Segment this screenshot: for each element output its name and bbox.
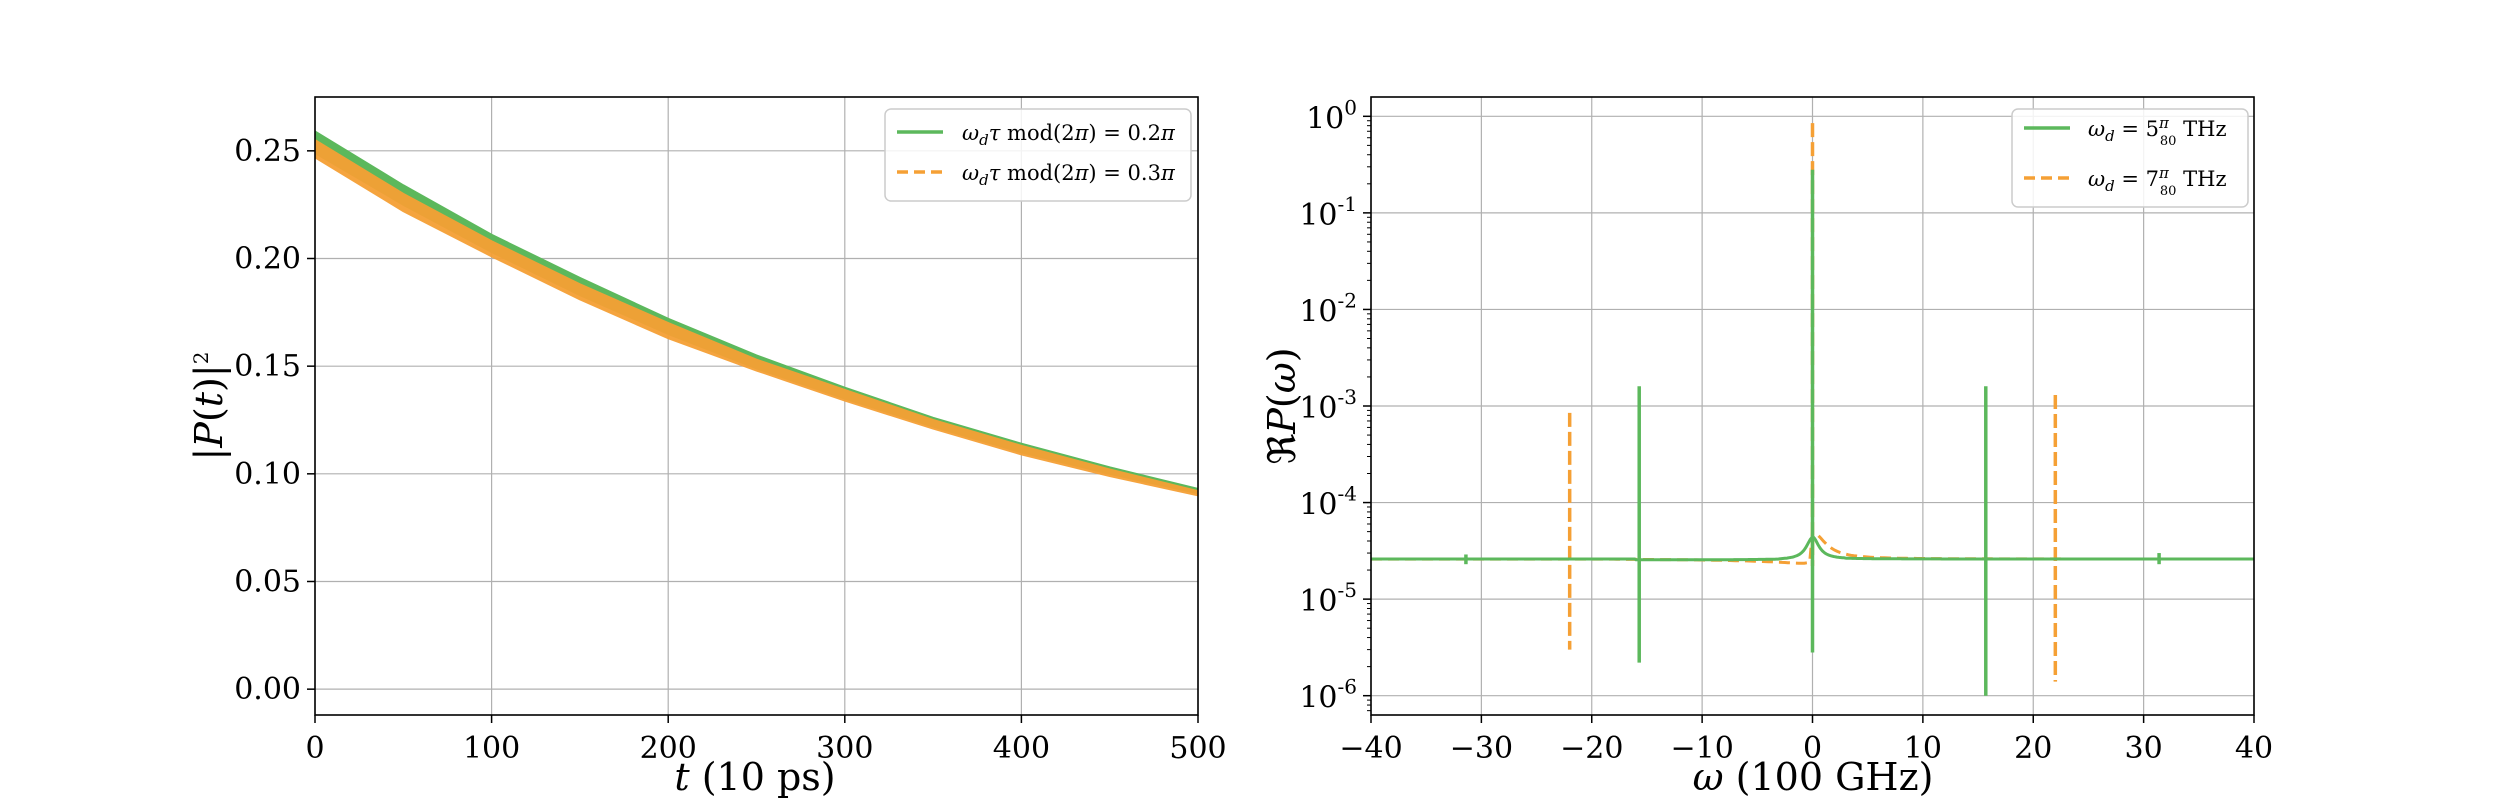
left-series-1-band bbox=[315, 138, 1198, 497]
right-ticks: −40 −30 −20 −10 0 10 20 30 40 100 10-1 10-2 10-3 10-4… bbox=[1299, 95, 2273, 766]
left-x-axis-label: t (10 ps) bbox=[674, 755, 835, 799]
right-y-tick-label: 10-3 bbox=[1299, 385, 1357, 426]
left-y-tick-label: 0.25 bbox=[234, 134, 301, 169]
right-chart: −40 −30 −20 −10 0 10 20 30 40 100 10-1 10-2 10-3 10-4… bbox=[1260, 95, 2273, 799]
right-x-tick-label: −30 bbox=[1450, 731, 1513, 766]
right-series bbox=[1371, 123, 2254, 696]
right-x-tick-label: 10 bbox=[1904, 731, 1942, 766]
left-y-tick-label: 0.10 bbox=[234, 457, 301, 492]
right-x-tick-label: 0 bbox=[1803, 731, 1822, 766]
left-x-tick-label: 400 bbox=[993, 731, 1050, 766]
left-x-tick-label: 100 bbox=[463, 731, 520, 766]
left-y-tick-label: 0.00 bbox=[234, 672, 301, 707]
left-legend-box bbox=[884, 108, 1192, 202]
right-y-tick-label: 10-2 bbox=[1299, 288, 1357, 329]
right-x-tick-label: −10 bbox=[1670, 731, 1733, 766]
right-x-axis-label: ω (100 GHz) bbox=[1693, 755, 1934, 799]
left-y-axis-label: |P(t)|2 bbox=[187, 352, 231, 461]
left-x-tick-label: 0 bbox=[305, 731, 324, 766]
right-y-tick-label: 10-1 bbox=[1299, 192, 1357, 233]
right-x-tick-label: 40 bbox=[2235, 731, 2273, 766]
right-x-tick-label: −40 bbox=[1339, 731, 1402, 766]
right-legend-box bbox=[2011, 108, 2249, 208]
left-ticks: 0 100 200 300 400 500 0.00 0.05 0.10 0.15 0.20 0.25 bbox=[234, 134, 1226, 766]
left-y-tick-label: 0.15 bbox=[234, 349, 301, 384]
left-y-tick-label: 0.20 bbox=[234, 241, 301, 276]
left-x-tick-label: 300 bbox=[816, 731, 873, 766]
right-y-tick-label: 10-5 bbox=[1299, 578, 1357, 619]
left-chart: 0 100 200 300 400 500 0.00 0.05 0.10 0.15 0.20 0.25… bbox=[187, 96, 1227, 799]
right-y-tick-label: 10-6 bbox=[1299, 675, 1357, 716]
left-x-tick-label: 200 bbox=[640, 731, 697, 766]
left-legend: ωdτ mod(2π) = 0.2π ωdτ mod(2π) = 0.3π bbox=[884, 108, 1192, 202]
left-legend-label-0: ωdτ mod(2π) = 0.2π bbox=[962, 121, 1176, 149]
left-legend-label-1: ωdτ mod(2π) = 0.3π bbox=[962, 161, 1176, 189]
left-x-tick-label: 500 bbox=[1169, 731, 1226, 766]
right-y-tick-label: 100 bbox=[1306, 95, 1357, 136]
right-x-tick-label: 30 bbox=[2125, 731, 2163, 766]
left-plot-frame bbox=[314, 96, 1199, 716]
left-y-tick-label: 0.05 bbox=[234, 564, 301, 599]
right-legend: ωd = 5π 80 THz ωd = 7π 80 THz bbox=[2011, 108, 2249, 208]
right-legend-label-1: ωd = 7π 80 THz bbox=[2088, 164, 2227, 199]
right-legend-label-0: ωd = 5π 80 THz bbox=[2088, 114, 2227, 149]
right-x-tick-label: −20 bbox=[1560, 731, 1623, 766]
right-x-tick-label: 20 bbox=[2014, 731, 2052, 766]
right-y-tick-label: 10-4 bbox=[1299, 482, 1357, 523]
right-y-axis-label: ℜP(ω) bbox=[1260, 347, 1304, 464]
